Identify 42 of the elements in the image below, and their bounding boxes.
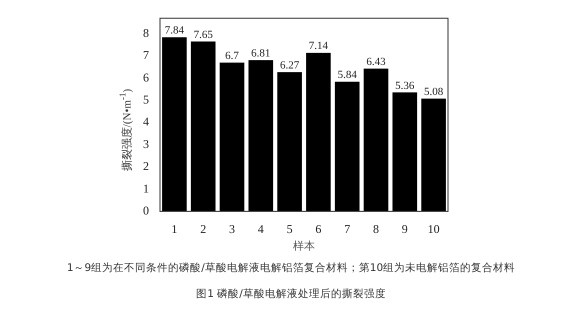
x-tick-label: 8 [373,222,379,236]
x-tick-label: 10 [428,222,440,236]
bar [220,62,244,212]
y-tick-label: 2 [143,159,149,174]
bar [162,37,187,212]
bar [277,72,302,212]
y-tick-label: 7 [143,48,149,62]
y-tick-label: 8 [143,26,149,40]
x-tick-label: 2 [200,222,206,236]
y-tick-label: 4 [143,114,149,129]
data-label: 6.81 [251,48,270,60]
data-label: 7.84 [164,24,185,37]
bar [421,98,446,212]
x-tick-label: 7 [344,222,350,236]
y-tick-label: 0 [143,204,149,218]
x-tick-label: 9 [402,222,408,236]
data-label: 6.27 [280,60,300,72]
x-tick-label: 6 [315,222,322,236]
x-tick-label: 1 [171,222,178,236]
x-tick-label: 5 [286,222,293,236]
bar [392,92,418,212]
bar [190,42,216,212]
data-label: 7.14 [308,40,329,52]
y-tick-label: 1 [143,181,149,196]
text: 1～9组为在不同条件的磷酸/草酸电解液电解铝箔复合材料；第10组为未电解铝箔的复合材料 [66,261,516,275]
data-label: 6.7 [225,50,240,62]
x-tick-label: 4 [258,222,264,236]
bar [334,82,360,212]
y-tick-label: 6 [143,70,149,84]
bar [364,68,388,212]
y-tick-label: 3 [143,136,149,151]
data-label: 5.36 [395,80,415,92]
data-label: 7.65 [194,28,214,41]
data-label: 6.43 [366,56,386,68]
y-tick-label: 5 [143,92,149,107]
data-label: 5.08 [424,86,444,98]
x-axis-title: 样本 [293,239,315,252]
text: 图1 磷酸/草酸电解液处理后的撕裂强度 [195,287,387,301]
bar [248,60,274,212]
x-tick-label: 3 [229,222,235,236]
data-label: 5.84 [338,69,358,82]
bar [306,52,331,212]
